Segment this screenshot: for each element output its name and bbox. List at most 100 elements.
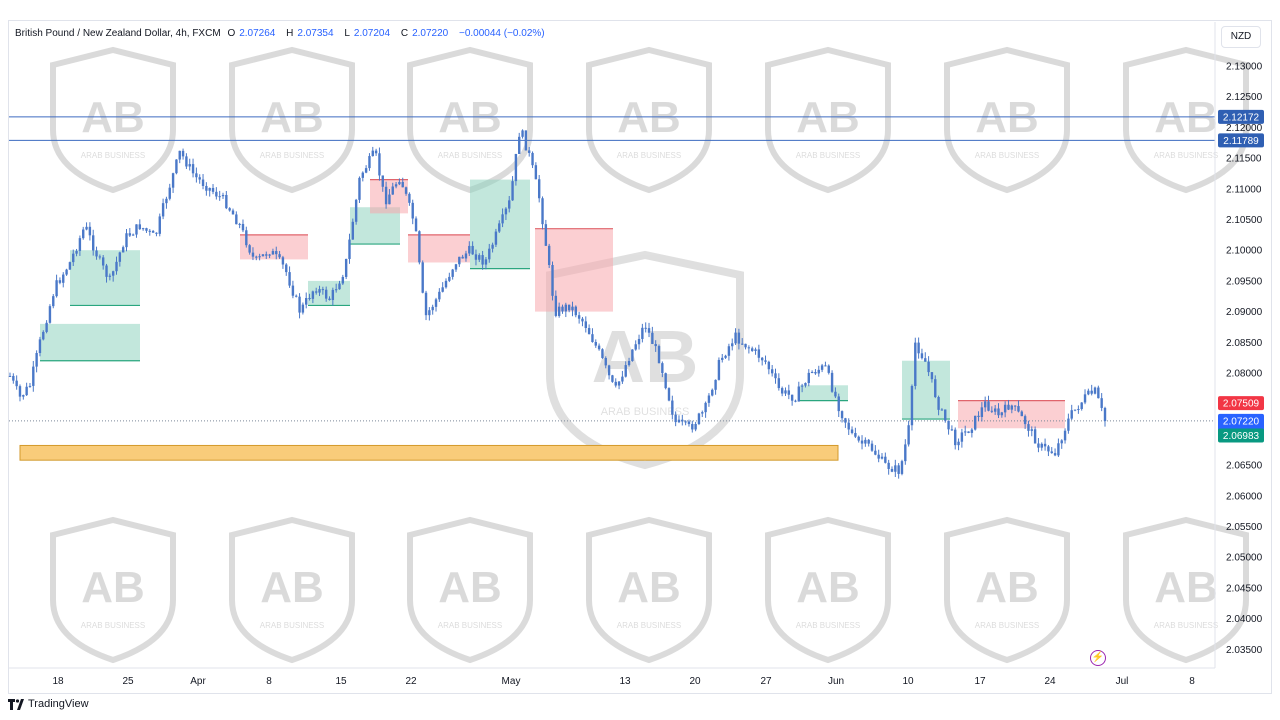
x-tick-label: Jul [1116, 676, 1129, 687]
candle-body [734, 332, 737, 344]
candle-body [354, 199, 358, 222]
candle-body [674, 414, 677, 423]
candle-body [451, 269, 454, 277]
candle-body [448, 276, 451, 281]
candle-body [168, 187, 171, 199]
candle-body [311, 291, 315, 299]
candle-body [384, 186, 388, 205]
candle-body [571, 306, 574, 311]
candle-body [434, 299, 438, 307]
candle-body [1077, 408, 1080, 410]
lightning-icon[interactable]: ⚡ [1090, 650, 1106, 666]
chart-frame[interactable] [8, 20, 1272, 694]
bearish-band [240, 234, 308, 260]
candle-body [920, 353, 924, 359]
candle-body [601, 349, 604, 358]
candle-body [344, 258, 348, 277]
candle-body [614, 381, 617, 386]
candle-body [1043, 443, 1047, 447]
candle-body [897, 465, 900, 474]
candle-body [1093, 387, 1097, 394]
candle-body [1000, 412, 1004, 416]
svg-text:AB: AB [438, 563, 502, 612]
candle-body [1007, 404, 1010, 410]
y-tick-label: 2.05000 [1226, 553, 1263, 564]
candle-body [228, 208, 231, 211]
candle-body [68, 262, 72, 270]
candle-body [547, 245, 551, 266]
y-tick-label: 2.04500 [1226, 583, 1263, 594]
candle-body [714, 379, 717, 390]
candle-body [607, 365, 611, 376]
candle-body [957, 441, 960, 446]
x-tick-label: Apr [190, 676, 206, 687]
candle-body [534, 165, 538, 180]
candle-body [331, 289, 335, 301]
candle-body [1070, 410, 1073, 419]
candle-body [914, 342, 917, 387]
candle-body [145, 228, 148, 231]
candle-body [561, 306, 564, 312]
candle-body [947, 420, 950, 430]
candle-body [744, 343, 747, 348]
candle-body [295, 295, 298, 297]
candle-body [970, 429, 974, 433]
svg-text:AB: AB [975, 93, 1039, 142]
watermark-shield-icon: AB ARAB BUSINESS [407, 46, 533, 194]
candle-body [581, 318, 584, 322]
candle-body [767, 361, 771, 370]
close-value: 2.07220 [412, 28, 449, 39]
y-tick-label: 2.08000 [1226, 369, 1263, 380]
candle-body [987, 401, 990, 411]
candle-body [657, 346, 661, 364]
candle-body [944, 409, 947, 421]
candle-body [787, 390, 791, 395]
svg-text:AB: AB [81, 563, 145, 612]
candle-body [324, 289, 328, 299]
candle-body [977, 415, 980, 418]
candle-body [341, 276, 345, 284]
candle-body [488, 248, 491, 260]
candle-body [824, 365, 827, 367]
svg-text:ARAB BUSINESS: ARAB BUSINESS [975, 151, 1039, 160]
svg-text:ARAB BUSINESS: ARAB BUSINESS [1154, 151, 1218, 160]
candle-body [880, 456, 884, 459]
candle-body [681, 419, 684, 422]
candle-body [265, 254, 268, 256]
candle-body [574, 306, 578, 316]
candle-body [754, 349, 757, 351]
candle-body [1010, 405, 1014, 410]
candle-body [983, 401, 987, 408]
candle-body [128, 233, 132, 236]
currency-button[interactable]: NZD [1221, 26, 1261, 48]
candle-body [637, 338, 641, 345]
bearish-band [535, 228, 613, 312]
candle-body [1060, 440, 1063, 444]
candle-body [521, 130, 524, 137]
candle-body [508, 200, 511, 209]
candle-body [438, 291, 441, 300]
candle-body [62, 274, 65, 283]
candle-body [421, 262, 424, 293]
candle-body [877, 454, 880, 459]
candle-body [308, 298, 311, 300]
candle-body [48, 306, 52, 323]
candle-body [151, 230, 155, 233]
bullish-band [800, 385, 848, 401]
candle-body [1097, 387, 1100, 399]
candle-body [394, 184, 398, 187]
candle-body [770, 369, 774, 374]
y-tick-label: 2.12500 [1226, 92, 1263, 103]
change-value: −0.00044 (−0.02%) [459, 28, 545, 39]
svg-text:AB: AB [796, 93, 860, 142]
candle-body [428, 310, 431, 316]
candle-body [245, 230, 248, 246]
watermark-shield-icon: AB ARAB BUSINESS [1123, 516, 1249, 664]
candle-body [647, 328, 651, 333]
candle-body [864, 439, 867, 444]
candle-body [444, 280, 448, 288]
y-tick-label: 2.11000 [1226, 184, 1262, 195]
candle-body [198, 177, 201, 180]
axes-layer: 2.13000 2.12500 2.12000 2.11500 2.11000 2.105… [9, 22, 1263, 687]
